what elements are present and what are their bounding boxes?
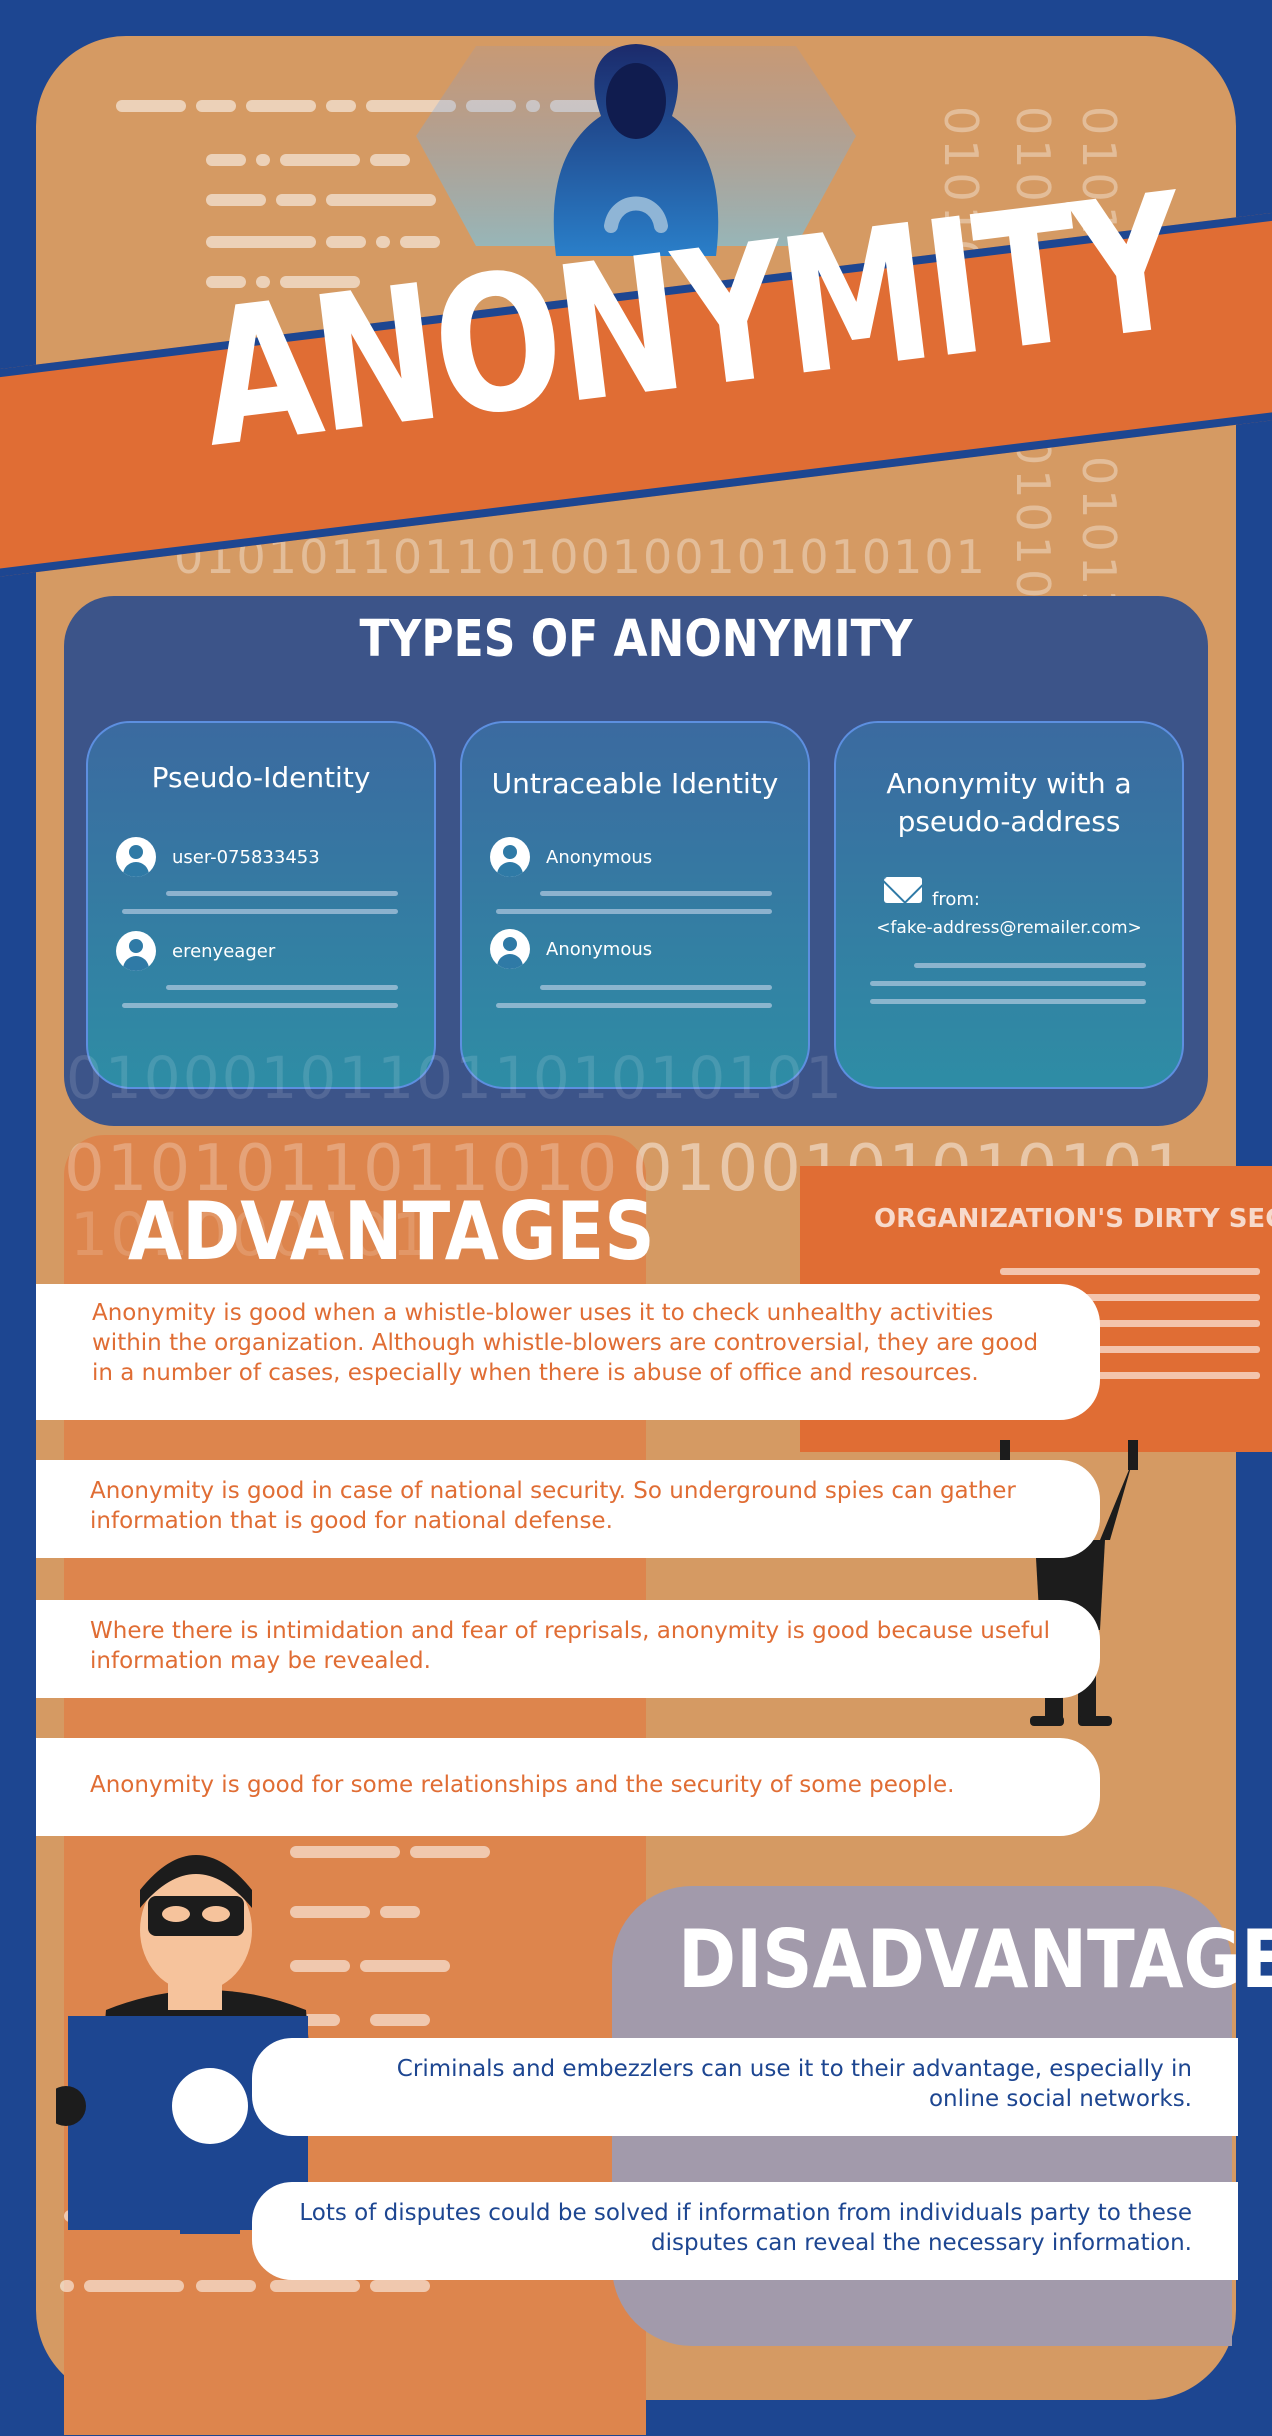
type-card-heading-line: Anonymity with a — [886, 767, 1132, 800]
types-heading: TYPES OF ANONYMITY — [359, 610, 913, 669]
user-row: Anonymous — [490, 835, 652, 879]
envelope-icon — [884, 877, 922, 903]
advantage-text-line: Anonymity is good for some relationships… — [90, 1772, 955, 1798]
advantage-text-line: Where there is intimidation and fear of … — [90, 1618, 1051, 1644]
user-name: user-075833453 — [172, 846, 320, 868]
sign-line-placeholder — [1000, 1346, 1260, 1353]
sign-line-placeholder — [1000, 1320, 1260, 1327]
advantage-text-line: within the organization. Although whistl… — [92, 1330, 1039, 1356]
text-line-placeholder — [122, 1003, 398, 1008]
text-line-placeholder — [496, 909, 772, 914]
type-card-pseudo-address: Anonymity with a pseudo-address from: <f… — [834, 721, 1184, 1089]
sign-line-placeholder — [1000, 1372, 1260, 1379]
binary-row-decoration: 101000101 — [70, 1200, 432, 1270]
puzzle-piece-icon — [180, 2216, 240, 2234]
sign-line-placeholder — [1000, 1294, 1260, 1301]
advantage-text-line: in a number of cases, especially when th… — [92, 1360, 979, 1386]
type-card-heading-line: pseudo-address — [897, 805, 1121, 838]
advantage-text-line: information that is good for national de… — [90, 1508, 613, 1534]
sign-line-placeholder — [1000, 1268, 1260, 1275]
type-card-pseudo-identity: Pseudo-Identity user-075833453 erenyeage… — [86, 721, 436, 1089]
text-line-placeholder — [122, 909, 398, 914]
text-line-placeholder — [496, 1003, 772, 1008]
text-line-placeholder — [166, 891, 398, 896]
text-line-placeholder — [540, 985, 772, 990]
user-row: erenyeager — [116, 929, 275, 973]
user-icon — [116, 931, 156, 971]
user-name: Anonymous — [546, 846, 653, 868]
disadvantage-text-line: Criminals and embezzlers can use it to t… — [396, 2056, 1192, 2082]
user-name: erenyeager — [172, 940, 276, 962]
advantage-text-line: Anonymity is good when a whistle-blower … — [92, 1300, 994, 1326]
text-line-placeholder — [870, 999, 1146, 1004]
text-line-placeholder — [914, 963, 1146, 968]
advantage-item: Anonymity is good for some relationships… — [36, 1738, 1100, 1836]
advantage-item: Anonymity is good when a whistle-blower … — [36, 1284, 1100, 1420]
masked-thief-illustration — [56, 1855, 316, 2230]
advantage-text-line: information may be revealed. — [90, 1648, 431, 1674]
types-panel: TYPES OF ANONYMITY Pseudo-Identity user-… — [64, 596, 1208, 1126]
hooded-hacker-illustration — [416, 44, 856, 256]
user-icon — [490, 929, 530, 969]
text-line-placeholder — [870, 981, 1146, 986]
disadvantages-heading: DISADVANTAGES — [678, 1912, 1272, 2007]
user-row: Anonymous — [490, 927, 652, 971]
disadvantage-text-line: Lots of disputes could be solved if info… — [299, 2200, 1192, 2226]
type-card-heading: Anonymity with a pseudo-address — [836, 765, 1182, 841]
binary-row-decoration: 0101011011010 — [64, 1132, 620, 1206]
mail-from-label: from: — [932, 889, 980, 910]
disadvantage-text-line: online social networks. — [928, 2086, 1192, 2112]
disadvantage-item: Criminals and embezzlers can use it to t… — [252, 2038, 1238, 2136]
type-card-heading: Pseudo-Identity — [151, 761, 371, 794]
user-row: user-075833453 — [116, 835, 320, 879]
user-icon — [116, 837, 156, 877]
user-name: Anonymous — [546, 938, 653, 960]
binary-row-decoration: 01010110110100100101010101 — [174, 530, 987, 584]
text-line-placeholder — [166, 985, 398, 990]
disadvantage-text-line: disputes can reveal the necessary inform… — [651, 2230, 1192, 2256]
type-card-heading: Untraceable Identity — [491, 767, 779, 800]
advantage-text-line: Anonymity is good in case of national se… — [90, 1478, 1016, 1504]
advantage-item: Where there is intimidation and fear of … — [36, 1600, 1100, 1698]
advantage-item: Anonymity is good in case of national se… — [36, 1460, 1100, 1558]
text-line-placeholder — [540, 891, 772, 896]
disadvantage-item: Lots of disputes could be solved if info… — [252, 2182, 1238, 2280]
advantages-heading: ADVANTAGES — [128, 1184, 655, 1279]
mail-address: <fake-address@remailer.com> — [876, 918, 1142, 938]
type-card-untraceable-identity: Untraceable Identity Anonymous Anonymous — [460, 721, 810, 1089]
protest-sign-label: ORGANIZATION'S DIRTY SECRE — [874, 1204, 1272, 1234]
binary-row-decoration: 01000101101101010101 — [66, 1044, 845, 1112]
user-icon — [490, 837, 530, 877]
